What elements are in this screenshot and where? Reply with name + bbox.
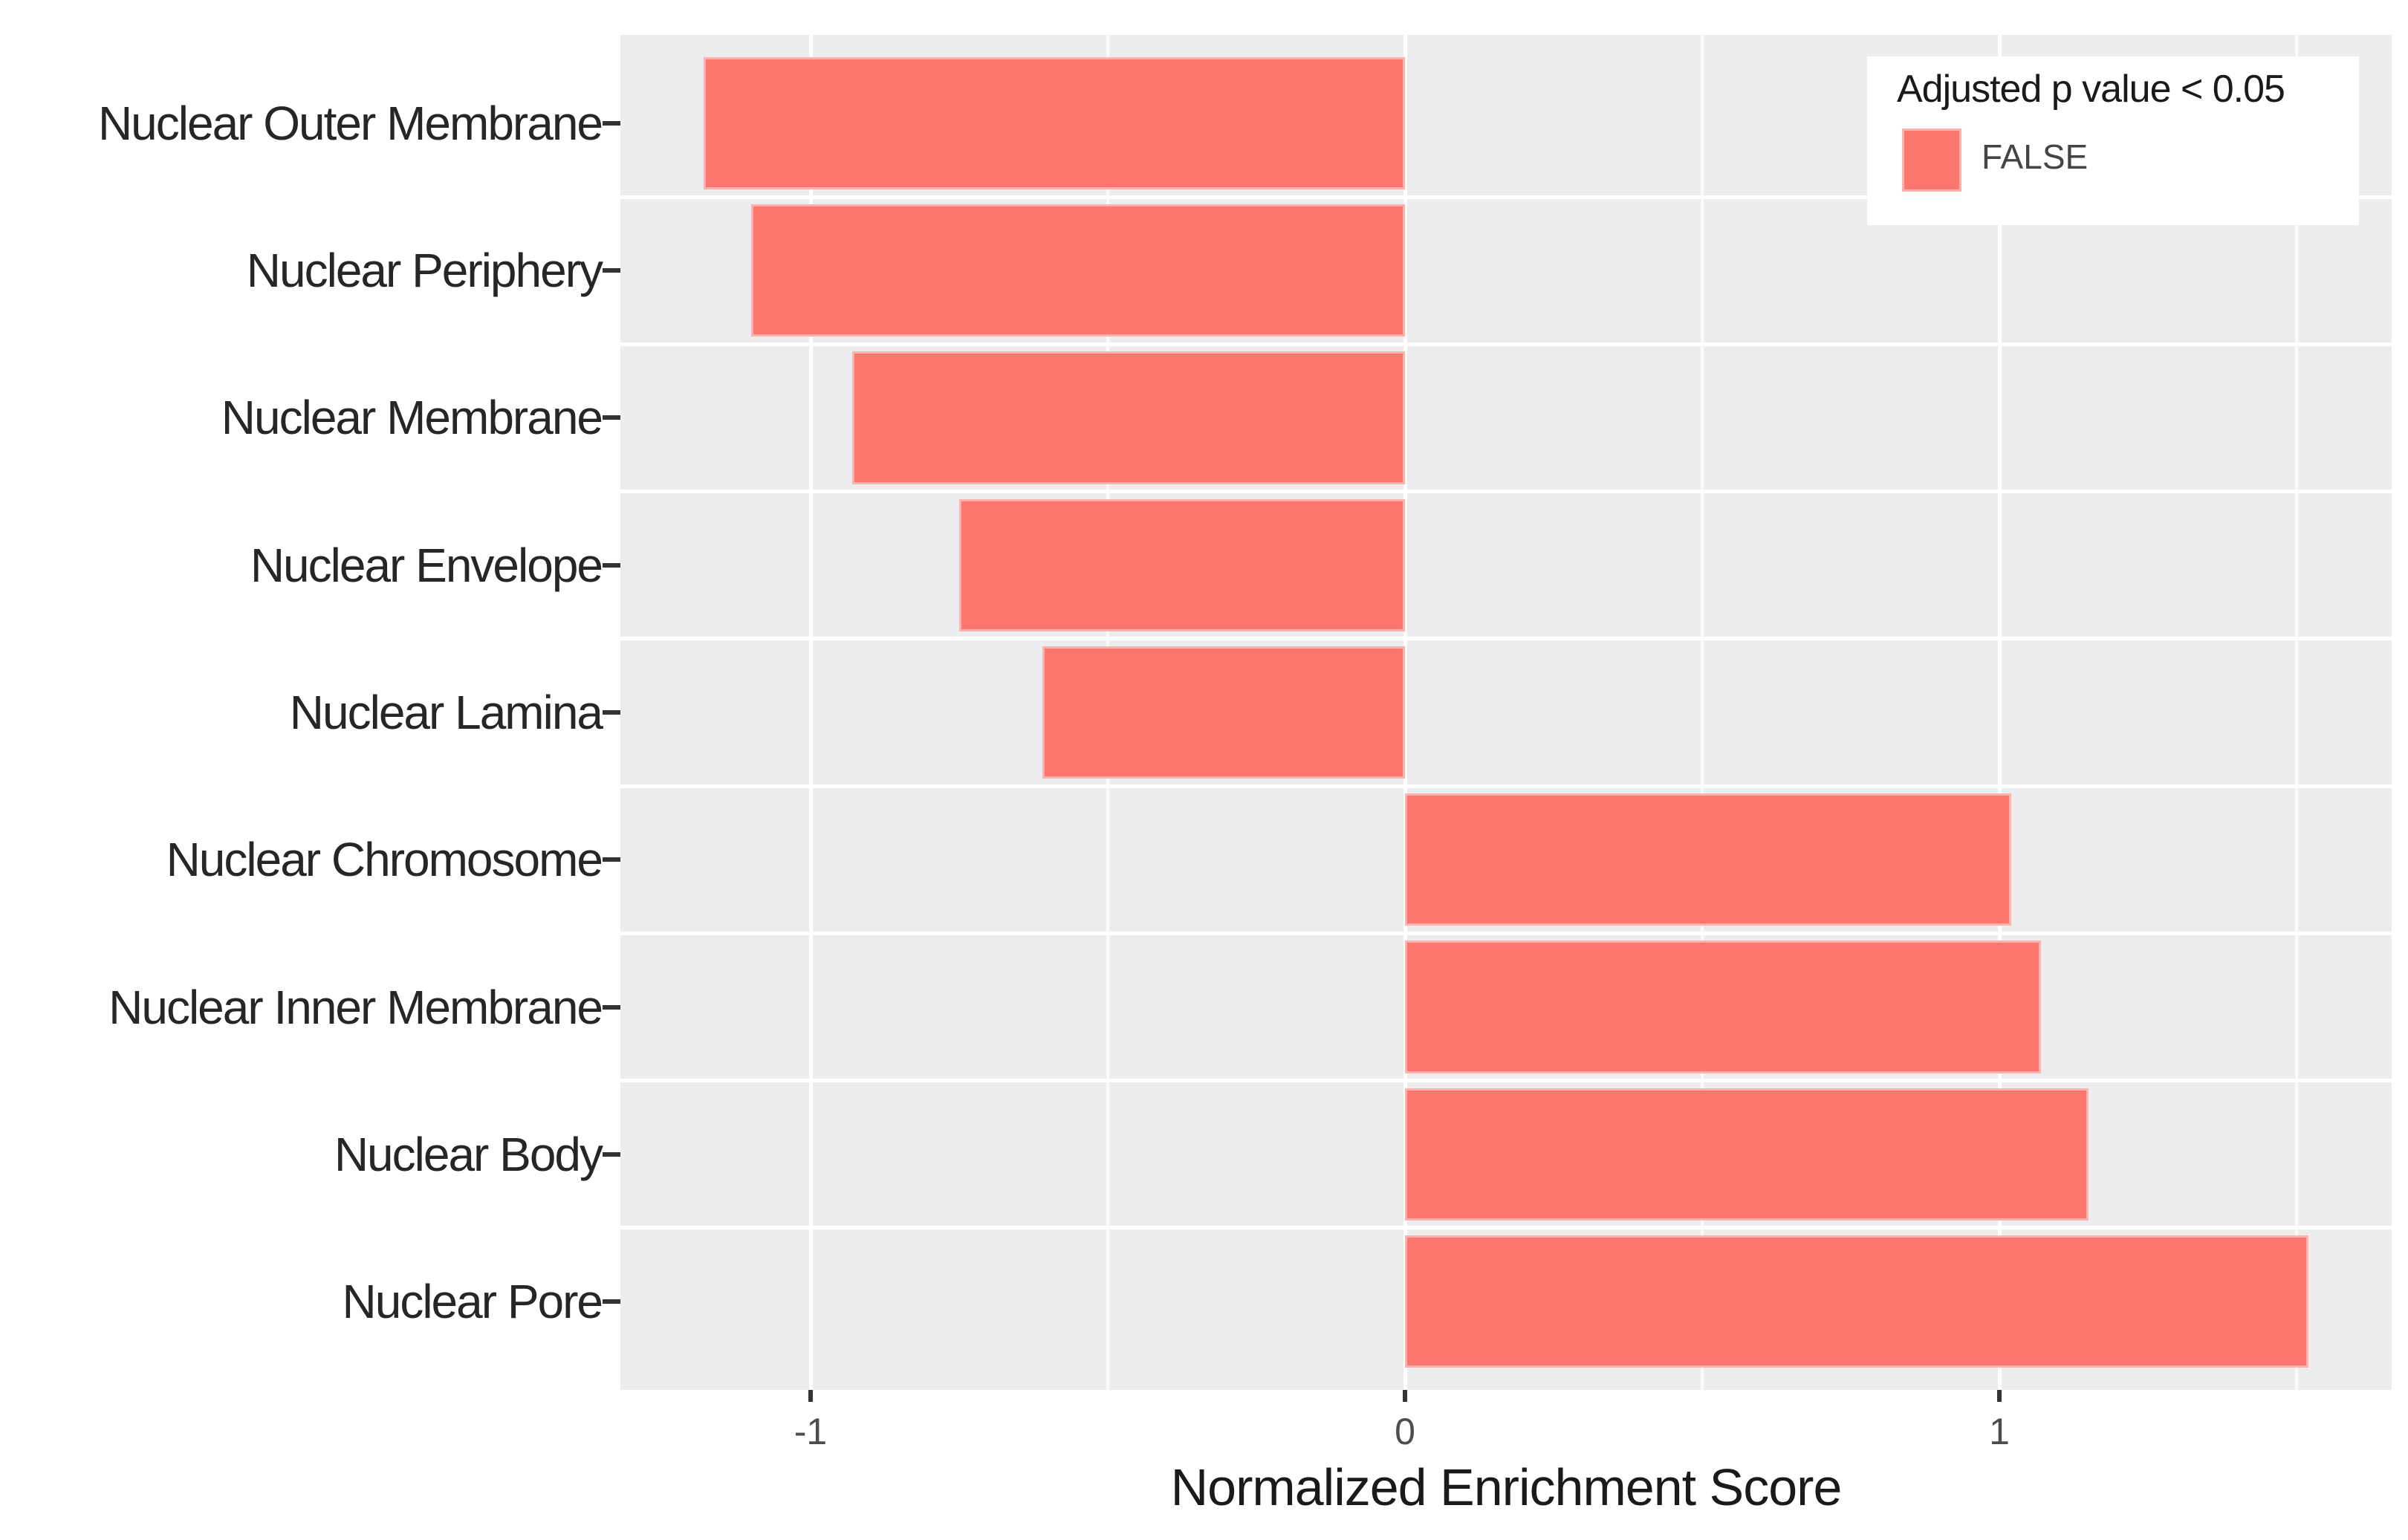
y-axis-tick [603,120,620,126]
bar-nuclear-outer-membrane [704,56,1405,190]
bar-nuclear-periphery [751,204,1405,337]
y-axis-label-nuclear-chromosome: Nuclear Chromosome [166,833,603,887]
gridline-major-x [1997,35,2002,1390]
y-axis-tick [603,1151,620,1157]
gridline-minor-x [1701,35,1704,1390]
y-axis-tick [603,857,620,862]
x-axis-tick-label: -1 [794,1411,828,1452]
bar-nuclear-envelope [959,498,1405,631]
y-axis-label-nuclear-inner-membrane: Nuclear Inner Membrane [108,980,603,1034]
y-axis-label-nuclear-membrane: Nuclear Membrane [221,391,603,445]
y-axis-tick [603,710,620,715]
gridline-horizontal [620,931,2392,935]
gridline-horizontal [620,784,2392,788]
y-axis-label-nuclear-lamina: Nuclear Lamina [289,686,603,739]
y-axis-label-nuclear-pore: Nuclear Pore [342,1275,603,1329]
legend-label-false: FALSE [1982,137,2089,176]
bar-nuclear-membrane [852,351,1405,484]
x-axis-tick-label: 1 [1989,1411,2010,1452]
legend-title: Adjusted p value < 0.05 [1897,68,2285,111]
legend: Adjusted p value < 0.05 FALSE [1867,56,2359,225]
gridline-horizontal [620,490,2392,494]
bar-nuclear-inner-membrane [1405,940,2041,1073]
y-axis-label-nuclear-periphery: Nuclear Periphery [246,244,603,298]
y-axis-tick [603,562,620,568]
x-axis-tick [808,1390,813,1402]
y-axis-label-nuclear-envelope: Nuclear Envelope [250,538,603,592]
y-axis-label-nuclear-body: Nuclear Body [334,1127,603,1181]
gridline-minor-x [2295,35,2298,1390]
gridline-major-x [808,35,813,1390]
x-axis-tick [1997,1390,2002,1402]
bar-nuclear-chromosome [1405,793,2011,926]
x-axis-title: Normalized Enrichment Score [1170,1458,1843,1516]
bar-nuclear-body [1405,1088,2089,1221]
gridline-horizontal [620,637,2392,641]
y-axis-label-nuclear-outer-membrane: Nuclear Outer Membrane [97,96,603,150]
gridline-horizontal [620,195,2392,199]
bar-nuclear-lamina [1042,646,1405,779]
plot-panel [620,35,2392,1390]
bar-nuclear-pore [1405,1235,2308,1368]
x-axis-tick [1403,1390,1407,1402]
y-axis-tick [603,415,620,420]
gridline-horizontal [620,1226,2392,1230]
y-axis-tick [603,1299,620,1305]
gridline-horizontal [620,342,2392,346]
y-axis-tick [603,1004,620,1010]
y-axis-tick [603,268,620,273]
gridline-horizontal [620,1079,2392,1083]
gridline-major-x [1403,35,1407,1390]
legend-swatch-false [1902,129,1961,192]
x-axis-tick-label: 0 [1395,1411,1415,1452]
